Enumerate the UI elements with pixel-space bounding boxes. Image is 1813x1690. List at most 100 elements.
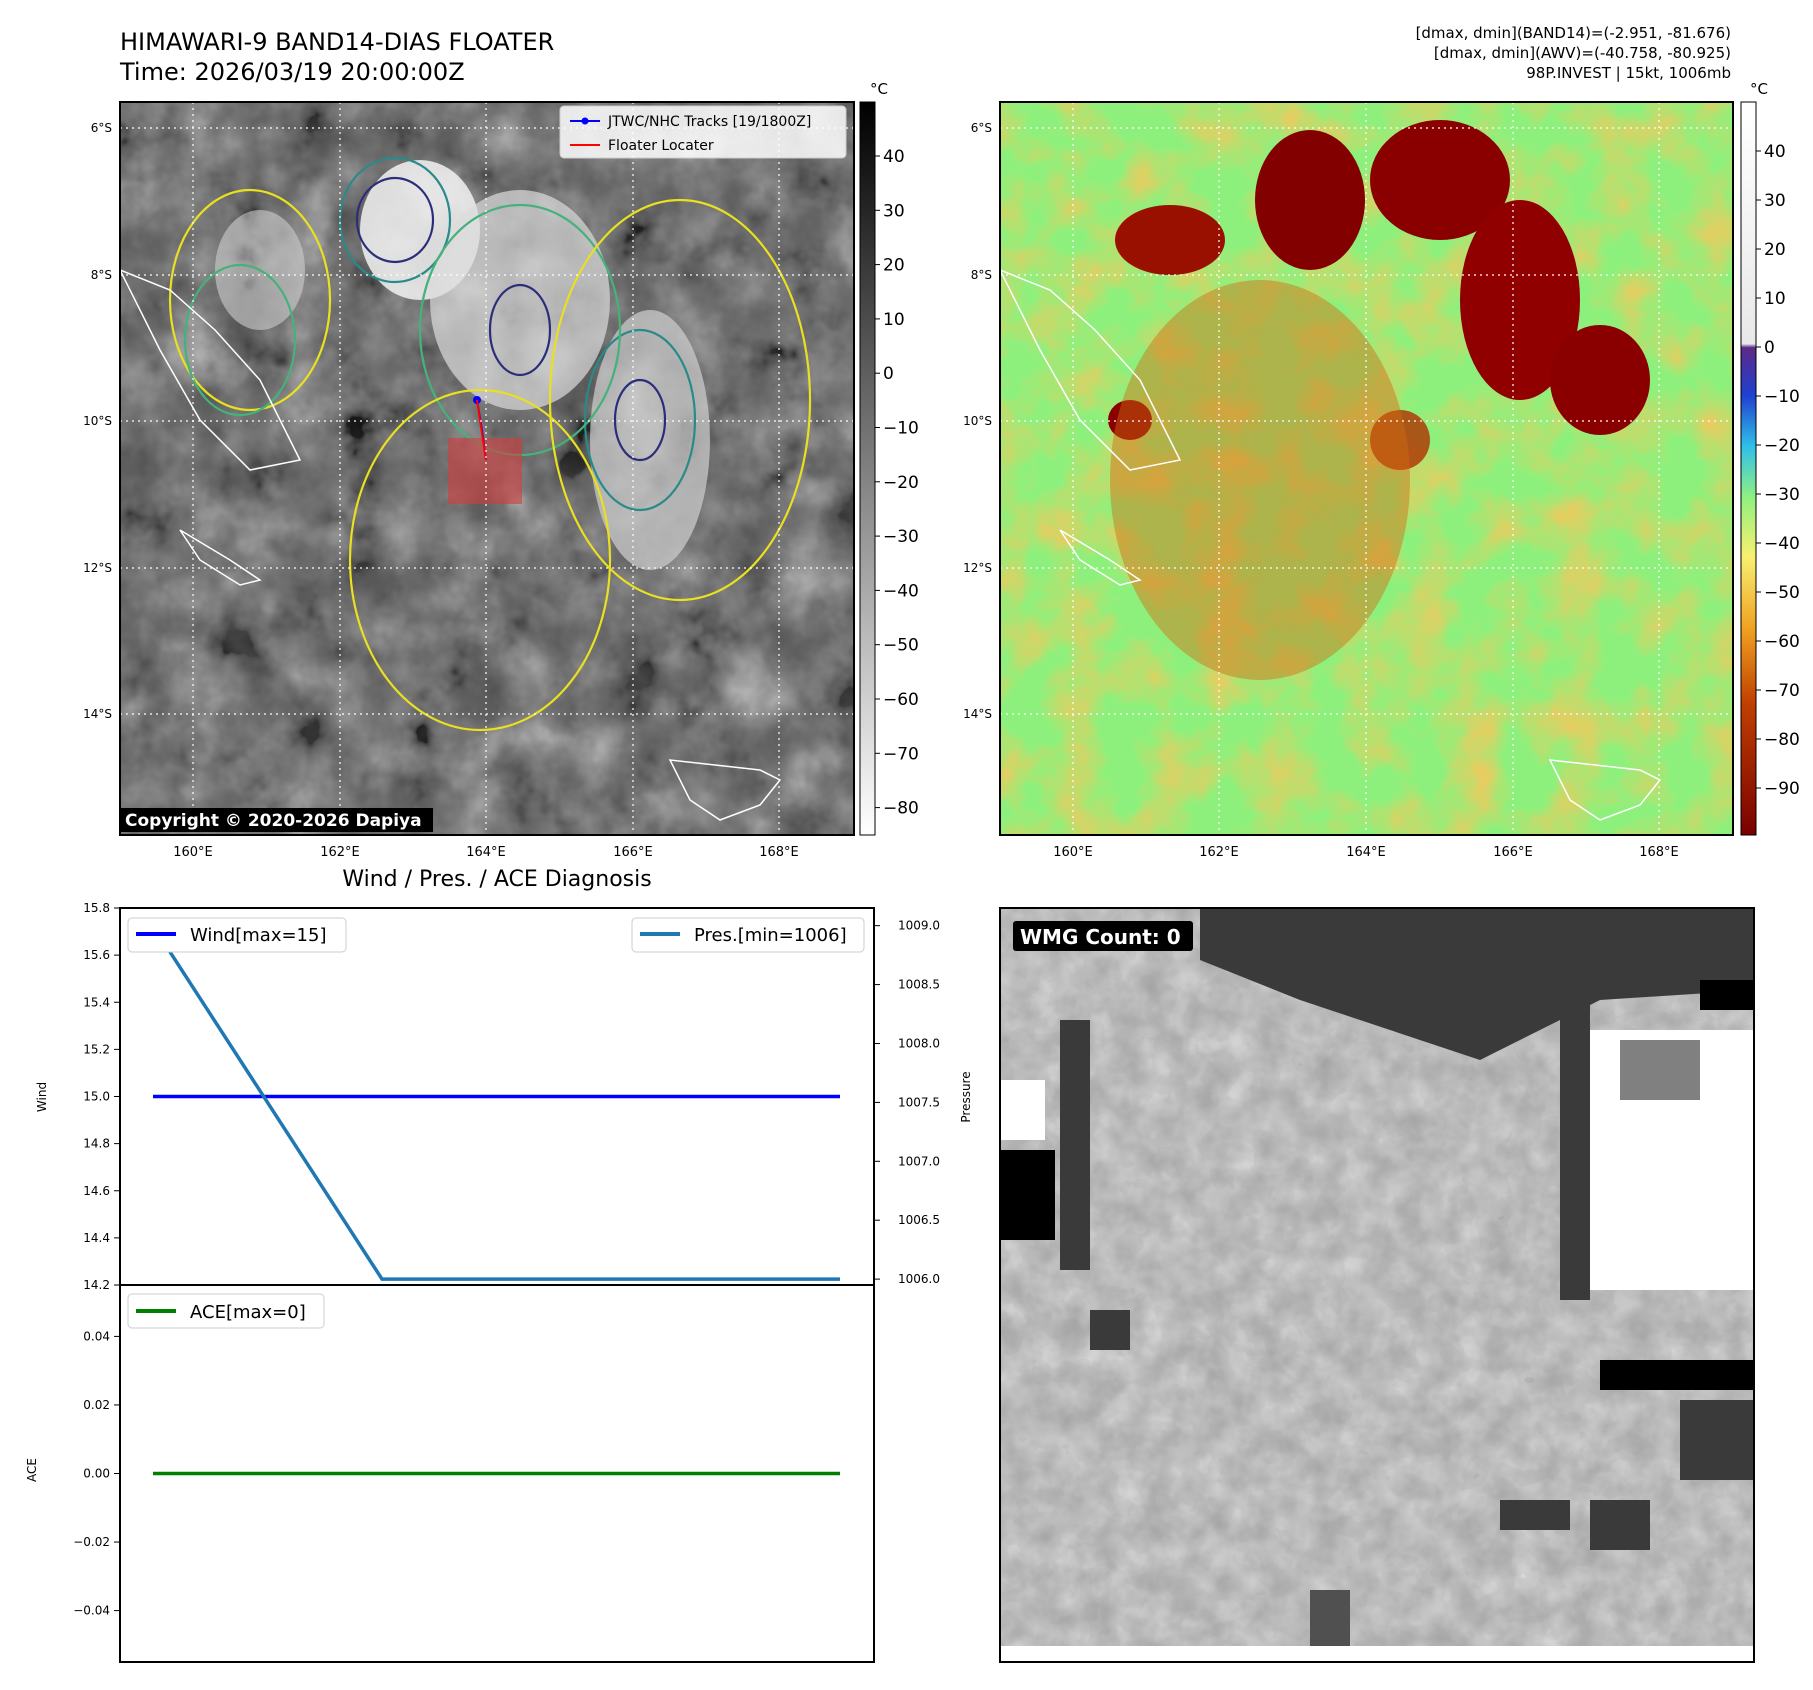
- ace-axis-label: ACE: [25, 1458, 39, 1482]
- wind-tick-label: 14.6: [83, 1184, 110, 1198]
- pressure-tick-label: 1007.0: [898, 1154, 940, 1168]
- wind-pres-ticks: 14.2 14.4 14.6 14.8 15.0 15.2 15.4 15.6 15.8 1006…: [83, 901, 940, 1292]
- info-band14: [dmax, dmin](BAND14)=(-2.951, -81.676): [1416, 24, 1731, 42]
- legend-tracks: JTWC/NHC Tracks [19/1800Z]: [607, 114, 811, 130]
- awv-lon-tick: 166°E: [1493, 845, 1533, 860]
- ir-lon-tick: 160°E: [173, 845, 213, 860]
- pressure-tick-label: 1007.5: [898, 1095, 940, 1109]
- awv-colorbar-tick-label: 20: [1764, 240, 1786, 260]
- awv-colorbar-ticks: 40 30 20 10 0 −10 −20 −30 −40 −50 −60 −70 −80 −90: [1756, 142, 1800, 799]
- awv-colorbar-tick-label: −30: [1764, 485, 1800, 505]
- ace-tick-label: 0.00: [83, 1467, 110, 1481]
- ir-colorbar: [859, 101, 876, 836]
- map-axis-ticks: 6°S 6°S 8°S 8°S 10°S 10°S 12°S 12°S 14°S 14°S 160°…: [83, 121, 1679, 860]
- pressure-tick-label: 1006.0: [898, 1272, 940, 1286]
- ir-lat-tick: 6°S: [91, 121, 112, 135]
- pressure-line: [151, 924, 840, 1281]
- ir-lon-tick: 164°E: [466, 845, 506, 860]
- pressure-tick-label: 1008.0: [898, 1036, 940, 1050]
- wind-tick-label: 15.0: [83, 1090, 110, 1104]
- awv-colorbar-tick-label: −40: [1764, 534, 1800, 554]
- legend-locater: Floater Locater: [608, 138, 714, 154]
- pressure-tick-label: 1008.5: [898, 978, 940, 992]
- wmg-image: [1000, 908, 1754, 1662]
- ir-lon-tick: 162°E: [320, 845, 360, 860]
- ir-lat-tick: 8°S: [91, 268, 112, 282]
- wind-legend: Wind[max=15]: [127, 917, 347, 953]
- ace-ticks: −0.04 −0.02 0.00 0.02 0.04: [73, 1329, 120, 1618]
- ace-chart: −0.04 −0.02 0.00 0.02 0.04 ACE ACE[max=0]: [25, 1284, 875, 1663]
- ir-colorbar-unit: °C: [870, 80, 888, 98]
- ace-tick-label: −0.02: [73, 1535, 110, 1549]
- awv-image: [1000, 102, 1733, 835]
- awv-colorbar-unit: °C: [1750, 80, 1768, 98]
- ir-colorbar-tick-label: 20: [883, 256, 905, 276]
- info-awv: [dmax, dmin](AWV)=(-40.758, -80.925): [1434, 44, 1731, 62]
- pressure-legend: Pres.[min=1006]: [631, 917, 865, 953]
- awv-lat-tick: 14°S: [963, 707, 992, 721]
- wind-pres-series: [151, 924, 840, 1281]
- wind-tick-label: 14.8: [83, 1137, 110, 1151]
- awv-lon-tick: 168°E: [1639, 845, 1679, 860]
- pressure-axis-label: Pressure: [959, 1071, 973, 1122]
- awv-lon-tick: 160°E: [1053, 845, 1093, 860]
- awv-lon-tick: 164°E: [1346, 845, 1386, 860]
- wind-pres-chart: 14.2 14.4 14.6 14.8 15.0 15.2 15.4 15.6 15.8 1006…: [35, 901, 973, 1292]
- awv-panel: °C 40 30 20 10 0 −10 −20 −30 −40 −50 −60 −70 −80 −90: [999, 80, 1800, 836]
- main-title: HIMAWARI-9 BAND14-DIAS FLOATER: [120, 28, 554, 56]
- awv-colorbar-tick-label: 40: [1764, 142, 1786, 162]
- ir-colorbar-tick-label: −70: [883, 744, 919, 764]
- ace-tick-label: 0.04: [83, 1329, 110, 1343]
- wind-tick-label: 15.2: [83, 1042, 110, 1056]
- wind-tick-label: 14.2: [83, 1278, 110, 1292]
- awv-colorbar-tick-label: −60: [1764, 632, 1800, 652]
- ir-colorbar-tick-label: −50: [883, 636, 919, 656]
- wind-tick-label: 15.6: [83, 948, 110, 962]
- awv-lat-tick: 8°S: [971, 268, 992, 282]
- awv-colorbar-tick-label: 10: [1764, 289, 1786, 309]
- info-storm: 98P.INVEST | 15kt, 1006mb: [1526, 64, 1731, 82]
- ir-lon-tick: 166°E: [613, 845, 653, 860]
- ir-panel: JTWC/NHC Tracks [19/1800Z] Floater Locat…: [119, 80, 919, 836]
- awv-colorbar-tick-label: −20: [1764, 436, 1800, 456]
- wind-axis-label: Wind: [35, 1082, 49, 1112]
- wind-tick-label: 15.8: [83, 901, 110, 915]
- awv-colorbar-tick-label: −50: [1764, 583, 1800, 603]
- ir-colorbar-tick-label: 30: [883, 201, 905, 221]
- ir-lon-tick: 168°E: [759, 845, 799, 860]
- ir-lat-tick: 12°S: [83, 561, 112, 575]
- ir-colorbar-tick-label: −40: [883, 581, 919, 601]
- ir-colorbar-tick-label: 10: [883, 310, 905, 330]
- awv-colorbar-tick-label: −70: [1764, 681, 1800, 701]
- wind-legend-label: Wind[max=15]: [190, 925, 327, 946]
- ace-legend: ACE[max=0]: [127, 1293, 325, 1329]
- awv-lat-tick: 12°S: [963, 561, 992, 575]
- awv-lat-tick: 10°S: [963, 414, 992, 428]
- awv-colorbar-tick-label: −10: [1764, 387, 1800, 407]
- ir-colorbar-tick-label: −20: [883, 473, 919, 493]
- wmg-count: WMG Count: 0: [1020, 925, 1181, 949]
- ir-image: [120, 102, 854, 835]
- awv-colorbar-tick-label: 30: [1764, 191, 1786, 211]
- wind-tick-label: 14.4: [83, 1231, 110, 1245]
- ace-legend-label: ACE[max=0]: [190, 1302, 306, 1323]
- awv-colorbar-tick-label: 0: [1764, 338, 1775, 358]
- ir-colorbar-tick-label: 0: [883, 364, 894, 384]
- ir-lat-tick: 10°S: [83, 414, 112, 428]
- ir-colorbar-tick-label: −80: [883, 799, 919, 819]
- ir-colorbar-ticks: 40 30 20 10 0 −10 −20 −30 −40 −50 −60 −70 −80: [875, 147, 919, 819]
- awv-colorbar: [1740, 101, 1757, 836]
- timestamp: Time: 2026/03/19 20:00:00Z: [119, 58, 465, 86]
- awv-lon-tick: 162°E: [1199, 845, 1239, 860]
- pressure-tick-label: 1009.0: [898, 919, 940, 933]
- ir-legend: JTWC/NHC Tracks [19/1800Z] Floater Locat…: [559, 105, 847, 159]
- ace-tick-label: 0.02: [83, 1398, 110, 1412]
- ir-colorbar-tick-label: −30: [883, 527, 919, 547]
- wmg-panel: WMG Count: 0: [999, 907, 1755, 1663]
- ir-colorbar-tick-label: −10: [883, 419, 919, 439]
- awv-colorbar-tick-label: −90: [1764, 779, 1800, 799]
- copyright: Copyright © 2020-2026 Dapiya: [125, 811, 422, 831]
- pressure-legend-label: Pres.[min=1006]: [694, 925, 847, 946]
- pressure-tick-label: 1006.5: [898, 1213, 940, 1227]
- ir-lat-tick: 14°S: [83, 707, 112, 721]
